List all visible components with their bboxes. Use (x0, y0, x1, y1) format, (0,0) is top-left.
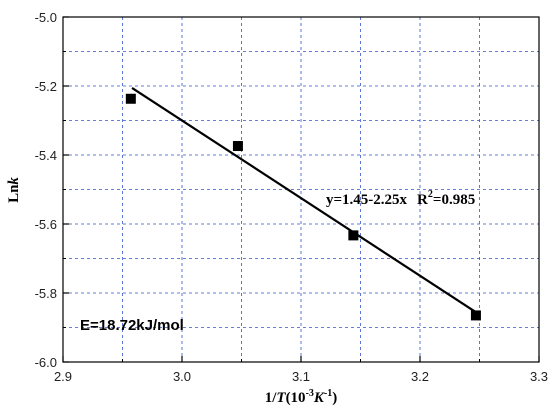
y-axis-title: Lnk (6, 177, 22, 203)
activation-energy-label: E=18.72kJ/mol (80, 317, 184, 334)
grid (63, 17, 539, 362)
x-tick-label: 3.3 (530, 369, 548, 384)
y-tick-label: -5.0 (35, 10, 57, 25)
x-tick-label: 3.0 (173, 369, 191, 384)
plot-frame (62, 16, 540, 363)
fit-line (131, 86, 476, 313)
x-tick-label: 3.1 (292, 369, 310, 384)
data-point (232, 141, 243, 152)
x-tick-labels: 2.9 3.0 3.1 3.2 3.3 (54, 369, 548, 384)
x-axis-title: 1/T(10-3K-1) (265, 388, 338, 406)
y-tick-label: -6.0 (35, 355, 57, 370)
x-tick-label: 3.2 (411, 369, 429, 384)
data-point (470, 310, 481, 321)
data-point (125, 93, 136, 104)
y-tick-label: -5.8 (35, 286, 57, 301)
y-tick-labels: -6.0 -5.8 -5.6 -5.4 -5.2 -5.0 (35, 10, 57, 370)
y-tick-label: -5.2 (35, 79, 57, 94)
x-tick-label: 2.9 (54, 369, 72, 384)
data-point (348, 230, 359, 241)
y-tick-label: -5.6 (35, 217, 57, 232)
data-points (125, 93, 481, 321)
y-tick-label: -5.4 (35, 148, 57, 163)
regression-equation: y=1.45-2.25x R2=0.985 (326, 189, 475, 208)
